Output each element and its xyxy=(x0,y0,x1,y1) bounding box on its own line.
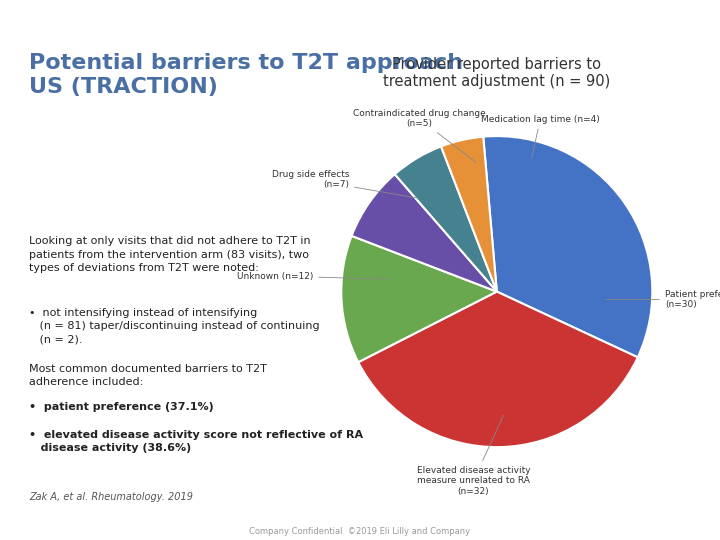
Text: Drug side effects
(n=7): Drug side effects (n=7) xyxy=(271,170,416,198)
Text: Potential barriers to T2T approach
US (TRACTION): Potential barriers to T2T approach US (T… xyxy=(29,53,463,97)
Wedge shape xyxy=(351,174,497,292)
Text: Contraindicated drug change
(n=5): Contraindicated drug change (n=5) xyxy=(353,109,485,163)
Text: •  not intensifying instead of intensifying
   (n = 81) taper/discontinuing inst: • not intensifying instead of intensifyi… xyxy=(29,308,320,344)
Text: •  elevated disease activity score not reflective of RA
   disease activity (38.: • elevated disease activity score not re… xyxy=(29,430,363,454)
Wedge shape xyxy=(395,146,497,292)
Text: Zak A, et al. Rheumatology. 2019: Zak A, et al. Rheumatology. 2019 xyxy=(29,491,193,502)
Text: •  patient preference (37.1%): • patient preference (37.1%) xyxy=(29,402,214,412)
Wedge shape xyxy=(483,136,652,357)
Text: Most common documented barriers to T2T
adherence included:: Most common documented barriers to T2T a… xyxy=(29,364,266,387)
Wedge shape xyxy=(341,236,497,362)
Text: Unknown (n=12): Unknown (n=12) xyxy=(237,272,388,281)
Title: Provider reported barriers to
treatment adjustment (n = 90): Provider reported barriers to treatment … xyxy=(383,57,611,89)
Text: Medication lag time (n=4): Medication lag time (n=4) xyxy=(481,114,600,158)
Wedge shape xyxy=(359,292,638,447)
Wedge shape xyxy=(441,137,497,292)
Text: Elevated disease activity
measure unrelated to RA
(n=32): Elevated disease activity measure unrela… xyxy=(417,415,531,496)
Text: Patient preference
(n=30): Patient preference (n=30) xyxy=(606,289,720,309)
Text: Company Confidential  ©2019 Eli Lilly and Company: Company Confidential ©2019 Eli Lilly and… xyxy=(249,527,471,536)
Text: Looking at only visits that did not adhere to T2T in
patients from the intervent: Looking at only visits that did not adhe… xyxy=(29,237,310,273)
